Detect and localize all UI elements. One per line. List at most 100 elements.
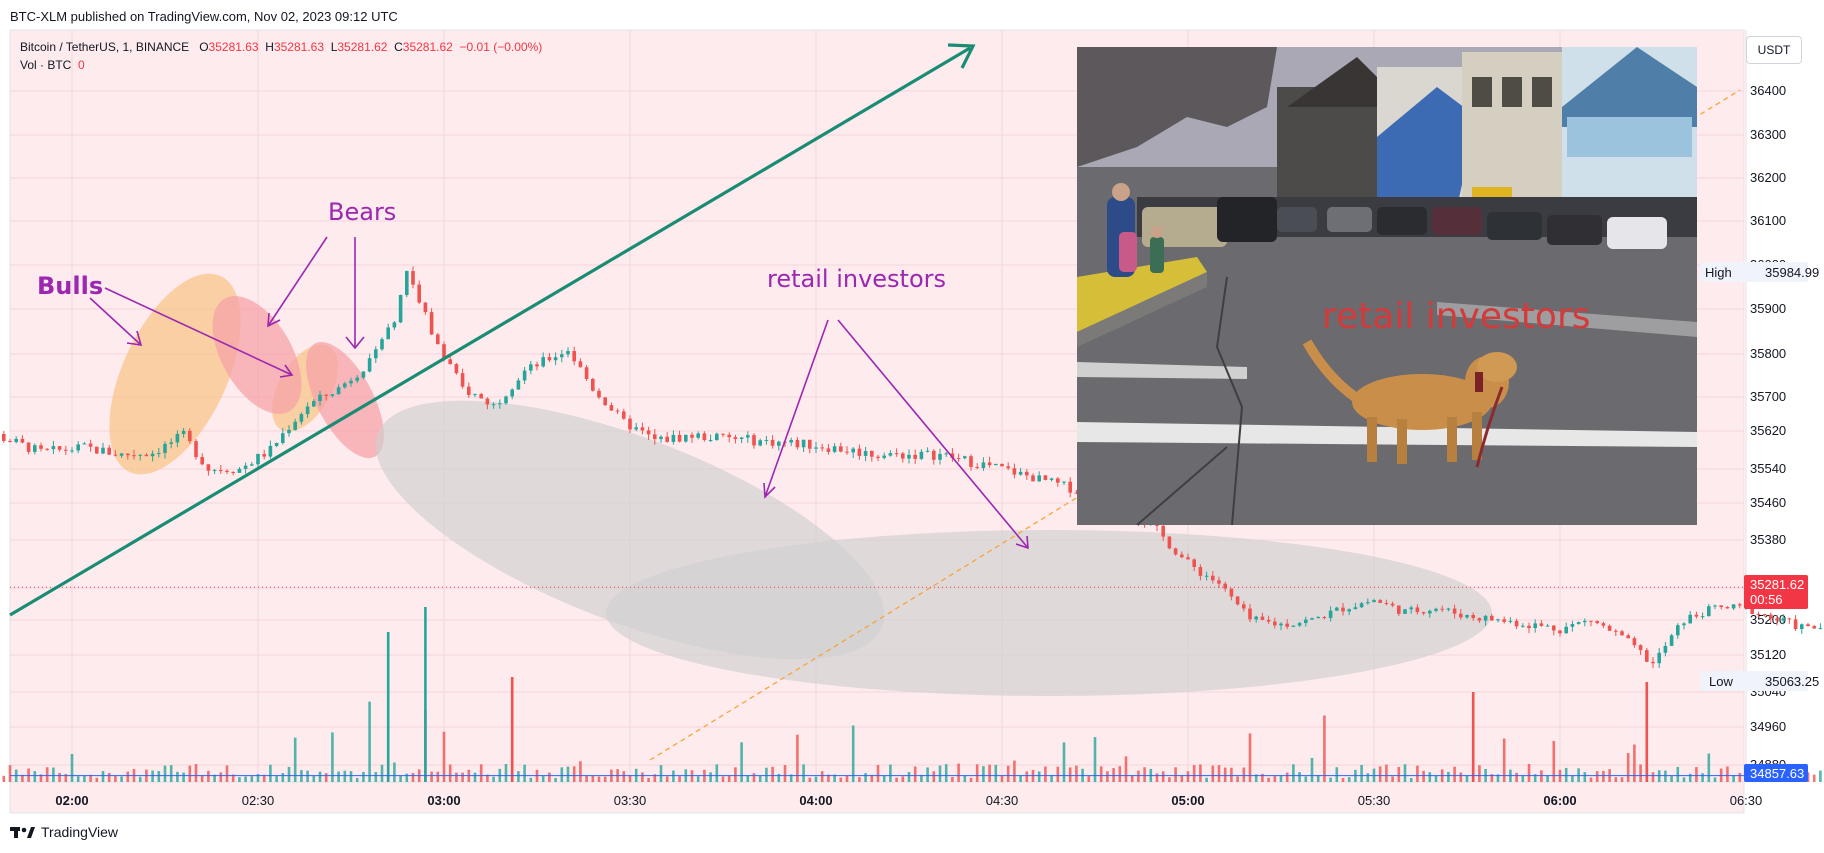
- candle-body: [1719, 605, 1723, 608]
- candle-body: [1545, 625, 1550, 627]
- volume-spike: [1645, 682, 1649, 782]
- candle-body: [20, 438, 25, 443]
- volume-bar: [870, 774, 874, 782]
- volume-bar: [1385, 764, 1388, 782]
- retail-arrowhead-2: [1015, 535, 1029, 550]
- candle-body: [101, 447, 105, 454]
- volume-bar: [1465, 775, 1469, 782]
- volume-bar: [207, 770, 210, 782]
- volume-bar: [1335, 767, 1339, 782]
- candle-body: [39, 445, 43, 449]
- volume-bar: [820, 771, 824, 782]
- volume-bar: [796, 734, 799, 782]
- candle-body: [925, 450, 930, 452]
- candle-body: [1707, 606, 1711, 617]
- candle-body: [268, 445, 273, 457]
- candle-body: [1818, 628, 1823, 630]
- volume-spike: [1471, 692, 1475, 782]
- candle-body: [281, 433, 285, 444]
- y-tick-label: 35540: [1750, 461, 1786, 476]
- candle-body: [1279, 623, 1283, 626]
- volume-bar: [758, 776, 762, 782]
- candle-body: [181, 430, 186, 434]
- candle-body: [1173, 548, 1178, 555]
- candle-body: [1769, 614, 1773, 619]
- candle-body: [504, 396, 508, 404]
- candle-body: [1328, 610, 1333, 619]
- candle-body: [1285, 623, 1289, 627]
- volume-bar: [176, 771, 179, 782]
- volume-bar: [39, 774, 43, 782]
- candle-body: [8, 440, 12, 443]
- candle-body: [1806, 624, 1810, 627]
- volume-bar: [1261, 773, 1264, 782]
- candle-body: [256, 453, 260, 465]
- candle-body: [119, 453, 124, 456]
- volume-bar: [306, 770, 309, 782]
- candle-body: [1800, 624, 1804, 630]
- y-tick-label: 36100: [1750, 213, 1786, 228]
- volume-bar: [448, 764, 452, 782]
- volume-bar: [641, 772, 644, 782]
- volume-bar: [994, 764, 998, 782]
- tradingview-logo[interactable]: TradingView: [10, 824, 118, 840]
- volume-bar: [709, 772, 712, 782]
- candle-body: [1012, 468, 1017, 475]
- retail-arrow-1: [764, 319, 829, 498]
- volume-bar: [324, 773, 328, 782]
- candle-body: [45, 448, 49, 450]
- volume-bar: [1707, 753, 1711, 782]
- volume-bar: [1527, 764, 1531, 782]
- volume-bar: [504, 764, 508, 782]
- volume-bar: [1254, 774, 1258, 782]
- y-tick-label: 35700: [1750, 389, 1786, 404]
- volume-bar: [579, 761, 582, 782]
- candle-body: [1397, 605, 1401, 614]
- annotation-ellipses: [109, 273, 1492, 696]
- candle-body: [1297, 623, 1302, 626]
- volume-bar: [250, 776, 254, 782]
- volume-bar: [1304, 776, 1308, 782]
- bulls-arrowhead-1: [126, 330, 143, 346]
- volume-spike: [510, 677, 514, 782]
- candle-body: [380, 339, 384, 350]
- volume-bar: [1676, 766, 1680, 782]
- candle-body: [820, 447, 824, 449]
- volume-bar: [1285, 772, 1289, 782]
- candle-body: [1552, 625, 1556, 631]
- candle-body: [194, 441, 198, 458]
- candle-body: [1490, 615, 1494, 621]
- volume-bar: [1137, 770, 1140, 782]
- candle-body: [659, 436, 663, 440]
- volume-bar: [355, 777, 359, 782]
- candle-body: [1266, 619, 1271, 622]
- volume-bar: [901, 776, 905, 782]
- candle-body: [739, 437, 744, 439]
- volume-bar: [647, 777, 650, 782]
- candle-body: [1713, 605, 1717, 607]
- volume-bar: [1682, 777, 1686, 782]
- volume-bar: [1552, 740, 1556, 782]
- y-axis-ticks: 3488034960350403512035200352803538035460…: [1750, 83, 1786, 772]
- currency-button[interactable]: USDT: [1746, 36, 1802, 64]
- candle-body: [1428, 610, 1432, 614]
- volume-bar: [1626, 753, 1630, 782]
- candle-body: [1564, 626, 1568, 634]
- candle-body: [1304, 619, 1308, 624]
- candle-body: [1570, 623, 1575, 627]
- candle-body: [1459, 613, 1463, 618]
- candle-body: [578, 361, 583, 368]
- volume-bar: [560, 767, 564, 782]
- volume-bar: [541, 775, 545, 782]
- volume-bar: [1298, 772, 1301, 782]
- x-tick-label: 02:00: [55, 793, 88, 808]
- volume-bar: [1428, 772, 1432, 782]
- candle-body: [622, 411, 626, 419]
- candle-body: [485, 398, 490, 405]
- volume-bar: [269, 764, 272, 782]
- x-tick-label: 04:00: [799, 793, 832, 808]
- volume-bar: [1329, 777, 1332, 782]
- volume-bar: [1019, 775, 1022, 782]
- retail-ellipse-2: [606, 530, 1492, 696]
- candle-body: [1669, 635, 1674, 646]
